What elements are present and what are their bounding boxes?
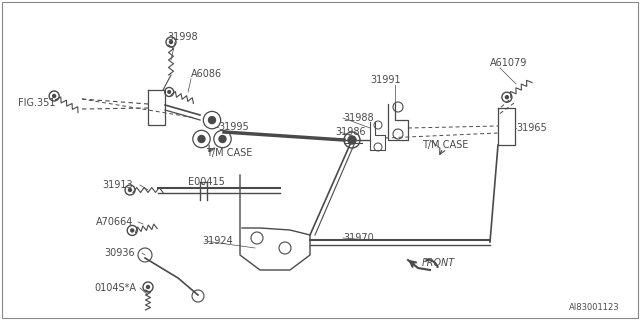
- Circle shape: [129, 188, 131, 191]
- Circle shape: [506, 96, 508, 99]
- Circle shape: [131, 229, 134, 232]
- Text: A61079: A61079: [490, 58, 527, 68]
- Text: 0104S*A: 0104S*A: [94, 283, 136, 293]
- Text: 31913: 31913: [102, 180, 132, 190]
- Circle shape: [168, 91, 170, 93]
- Text: 30936: 30936: [104, 248, 134, 258]
- Text: FIG.351: FIG.351: [18, 98, 56, 108]
- Text: 31991: 31991: [370, 75, 401, 85]
- Text: 31965: 31965: [516, 123, 547, 133]
- Circle shape: [209, 116, 216, 124]
- Text: A70664: A70664: [96, 217, 133, 227]
- Text: 31986: 31986: [335, 127, 365, 137]
- Circle shape: [170, 41, 173, 44]
- Circle shape: [52, 94, 56, 98]
- Text: A6086: A6086: [191, 69, 222, 79]
- Circle shape: [219, 135, 226, 142]
- Text: AI83001123: AI83001123: [570, 303, 620, 312]
- Text: 31998: 31998: [167, 32, 198, 42]
- Text: FRONT: FRONT: [422, 258, 455, 268]
- Text: T/M CASE: T/M CASE: [206, 148, 252, 158]
- Circle shape: [198, 135, 205, 142]
- Text: 31924: 31924: [202, 236, 233, 246]
- Text: 31970: 31970: [343, 233, 374, 243]
- Text: 31995: 31995: [218, 122, 249, 132]
- Circle shape: [348, 136, 356, 144]
- Circle shape: [147, 285, 150, 289]
- Text: T/M CASE: T/M CASE: [422, 140, 468, 150]
- Text: E00415: E00415: [188, 177, 225, 187]
- Text: 31988: 31988: [343, 113, 374, 123]
